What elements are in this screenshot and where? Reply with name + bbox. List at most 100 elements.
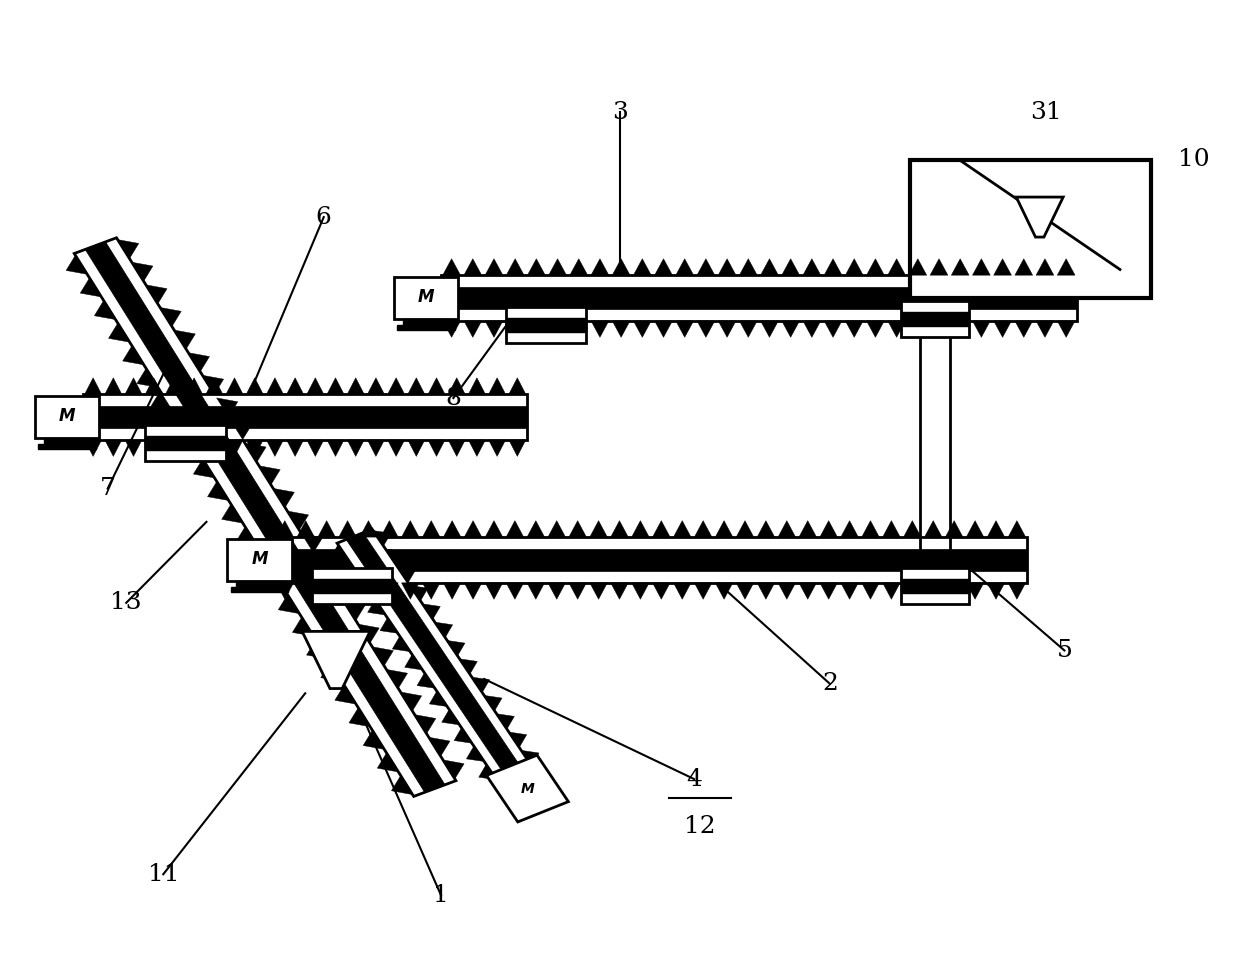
- Polygon shape: [217, 398, 238, 417]
- Text: 10: 10: [1178, 148, 1210, 171]
- Polygon shape: [428, 440, 445, 456]
- Text: 4: 4: [686, 767, 702, 790]
- Polygon shape: [909, 321, 926, 337]
- Polygon shape: [548, 520, 565, 537]
- Polygon shape: [423, 604, 440, 619]
- Polygon shape: [410, 585, 428, 601]
- Polygon shape: [862, 582, 879, 600]
- Polygon shape: [441, 710, 460, 725]
- Polygon shape: [188, 353, 210, 372]
- Polygon shape: [548, 582, 565, 600]
- Polygon shape: [739, 321, 758, 337]
- Polygon shape: [347, 377, 365, 395]
- Polygon shape: [862, 520, 879, 537]
- Text: 5: 5: [1056, 639, 1073, 662]
- Polygon shape: [611, 582, 629, 600]
- Bar: [506, 307, 587, 343]
- Bar: [312, 579, 392, 593]
- Text: M: M: [58, 407, 76, 425]
- Polygon shape: [296, 582, 315, 600]
- Polygon shape: [339, 582, 356, 600]
- Polygon shape: [429, 738, 450, 756]
- Polygon shape: [930, 321, 947, 337]
- Polygon shape: [381, 582, 398, 600]
- Polygon shape: [367, 377, 384, 395]
- Polygon shape: [697, 259, 714, 275]
- Polygon shape: [951, 259, 970, 275]
- Polygon shape: [697, 321, 714, 337]
- Polygon shape: [441, 287, 1076, 309]
- Polygon shape: [508, 377, 526, 395]
- Bar: [910, 160, 1151, 298]
- Polygon shape: [348, 708, 371, 727]
- Polygon shape: [264, 572, 285, 591]
- Polygon shape: [277, 582, 294, 600]
- Text: 3: 3: [613, 101, 627, 124]
- Polygon shape: [444, 582, 461, 600]
- Polygon shape: [231, 421, 252, 440]
- Polygon shape: [993, 259, 1012, 275]
- Polygon shape: [435, 622, 453, 637]
- Polygon shape: [591, 259, 609, 275]
- Polygon shape: [1037, 321, 1054, 337]
- Polygon shape: [631, 520, 650, 537]
- Polygon shape: [464, 321, 481, 337]
- Polygon shape: [84, 440, 102, 456]
- Polygon shape: [739, 259, 758, 275]
- Polygon shape: [165, 377, 182, 395]
- Polygon shape: [202, 376, 223, 395]
- Polygon shape: [105, 440, 122, 456]
- Polygon shape: [652, 520, 670, 537]
- Polygon shape: [506, 582, 523, 600]
- Polygon shape: [207, 482, 228, 500]
- Text: 6: 6: [316, 206, 331, 229]
- Polygon shape: [485, 259, 503, 275]
- Polygon shape: [527, 520, 544, 537]
- Polygon shape: [1058, 259, 1075, 275]
- Polygon shape: [987, 582, 1004, 600]
- Polygon shape: [904, 582, 921, 600]
- Polygon shape: [506, 259, 525, 275]
- Polygon shape: [489, 440, 506, 456]
- Polygon shape: [66, 256, 87, 274]
- Polygon shape: [388, 377, 404, 395]
- Polygon shape: [966, 582, 983, 600]
- Polygon shape: [485, 520, 502, 537]
- Polygon shape: [966, 520, 983, 537]
- Text: M: M: [252, 550, 268, 568]
- Bar: [227, 539, 291, 581]
- Text: 12: 12: [684, 815, 715, 838]
- Polygon shape: [274, 549, 1028, 571]
- Polygon shape: [131, 262, 153, 282]
- Polygon shape: [86, 241, 445, 792]
- Polygon shape: [591, 321, 609, 337]
- Polygon shape: [464, 259, 481, 275]
- Polygon shape: [74, 238, 456, 796]
- Polygon shape: [377, 753, 398, 772]
- Polygon shape: [327, 377, 343, 395]
- Polygon shape: [508, 732, 527, 747]
- Bar: [38, 445, 95, 448]
- Polygon shape: [469, 440, 485, 456]
- Polygon shape: [486, 755, 568, 822]
- Polygon shape: [414, 715, 435, 734]
- Bar: [397, 326, 455, 330]
- Polygon shape: [226, 377, 243, 395]
- Polygon shape: [250, 549, 272, 568]
- Polygon shape: [267, 440, 284, 456]
- Polygon shape: [694, 520, 712, 537]
- Bar: [312, 567, 392, 604]
- Polygon shape: [930, 259, 947, 275]
- Polygon shape: [404, 654, 423, 670]
- Bar: [145, 424, 226, 461]
- Polygon shape: [105, 377, 122, 395]
- Polygon shape: [367, 600, 386, 615]
- Bar: [900, 312, 968, 326]
- Polygon shape: [825, 321, 842, 337]
- Polygon shape: [145, 377, 162, 395]
- Polygon shape: [448, 641, 465, 656]
- Polygon shape: [718, 259, 737, 275]
- Polygon shape: [676, 321, 693, 337]
- Polygon shape: [951, 321, 970, 337]
- Polygon shape: [186, 440, 202, 456]
